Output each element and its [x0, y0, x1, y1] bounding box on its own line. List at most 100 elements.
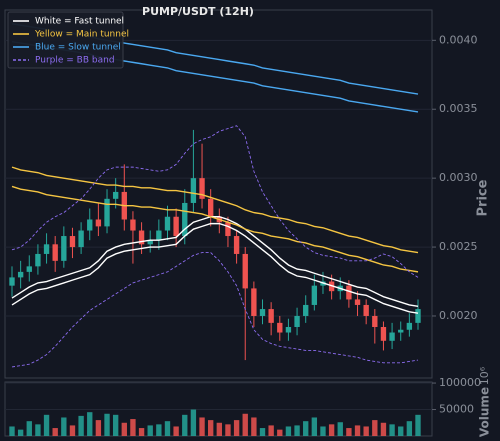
volume-axis-label: Volume	[478, 387, 492, 437]
candle-body	[156, 230, 162, 241]
volume-bar	[173, 426, 179, 436]
y-tick-label: 0.0035	[439, 102, 478, 115]
volume-bar	[138, 428, 145, 436]
volume-bar	[43, 414, 50, 436]
volume-bar	[112, 414, 119, 436]
volume-bar	[87, 412, 93, 436]
volume-bar	[216, 422, 222, 436]
candle-body	[372, 315, 378, 328]
candle-body	[277, 322, 283, 333]
candle-body	[182, 202, 188, 237]
volume-bar	[121, 422, 127, 436]
y-tick-label: 100000	[439, 376, 481, 389]
marks	[9, 23, 421, 436]
candle-body	[9, 277, 15, 286]
volume-bar	[363, 426, 369, 436]
overlay-line	[11, 252, 419, 368]
y-tick-label: 0.0020	[439, 309, 478, 322]
volume-bar	[251, 417, 257, 436]
volume-bar	[199, 417, 205, 436]
overlay-line	[11, 166, 419, 254]
volume-bar	[242, 413, 248, 436]
volume-bar	[415, 414, 421, 436]
volume-bar	[337, 422, 343, 436]
candle-body	[17, 271, 24, 278]
candle-body	[87, 219, 93, 231]
volume-bar	[52, 428, 58, 436]
candle-body	[78, 230, 84, 248]
overlay-line	[11, 125, 419, 278]
candle-body	[199, 178, 205, 199]
volume-bar	[69, 425, 76, 436]
candle-body	[225, 222, 231, 237]
price-frame	[4, 9, 433, 379]
legend-label: Purple = BB band	[35, 56, 115, 66]
candle-body	[363, 304, 369, 316]
volume-bar	[294, 425, 300, 436]
volume-bar	[380, 422, 387, 436]
candle-body	[233, 236, 240, 254]
y-tick-label: 0.0030	[439, 171, 478, 184]
candle-body	[35, 253, 41, 267]
volume-bar	[208, 420, 214, 436]
volume-offset-label: 10⁶	[478, 366, 491, 385]
candle-body	[268, 309, 274, 323]
axes: 0.0040 0.0035 0.0030 0.0025 0.0020 100000 5000…	[432, 33, 481, 416]
candle-body	[398, 329, 404, 333]
volume-bar	[277, 429, 283, 436]
volume-bar	[303, 421, 309, 436]
candle-body	[346, 285, 352, 300]
volume-bar	[389, 424, 395, 436]
candle-body	[112, 191, 119, 199]
legend-label: Yellow = Main tunnel	[34, 30, 129, 40]
candle-body	[190, 178, 197, 203]
volume-bar	[95, 420, 102, 436]
candle-body	[259, 309, 266, 316]
volume-bar	[156, 424, 162, 436]
candle-body	[294, 315, 300, 328]
candle-body	[147, 240, 153, 245]
candle-body	[69, 236, 76, 248]
candle-body	[52, 244, 58, 261]
candle-body	[95, 219, 102, 227]
volume-bar	[17, 429, 24, 436]
volume-bar	[354, 425, 361, 436]
volume-bar	[61, 417, 67, 436]
volume-bar	[130, 419, 136, 436]
candle-body	[61, 236, 67, 261]
candle-body	[311, 285, 318, 305]
grid	[5, 39, 432, 411]
volume-bar	[164, 421, 171, 436]
candle-body	[26, 266, 32, 272]
volume-bar	[233, 420, 240, 436]
y-tick-label: 0.0025	[439, 240, 478, 253]
y-tick-label: 50000	[439, 403, 474, 416]
candle-body	[285, 327, 292, 333]
candle-body	[173, 216, 179, 237]
y-tick-label: 0.0040	[439, 33, 478, 46]
volume-bar	[9, 426, 15, 436]
candle-body	[242, 253, 248, 289]
volume-bar	[398, 426, 404, 436]
volume-bar	[311, 417, 318, 436]
candle-body	[380, 327, 387, 341]
chart-title: PUMP/USDT (12H)	[142, 5, 254, 18]
volume-bar	[285, 426, 292, 436]
volume-bar	[406, 421, 413, 436]
volume-bar	[259, 428, 266, 436]
volume-bar	[26, 421, 32, 436]
candle-body	[208, 198, 214, 217]
candle-body	[138, 230, 145, 245]
volume-bar	[328, 424, 335, 436]
volume-bar	[268, 425, 274, 436]
volume-bar	[225, 424, 231, 436]
legend-label: Blue = Slow tunnel	[35, 43, 121, 53]
candle-body	[415, 309, 421, 323]
legend-label: White = Fast tunnel	[35, 17, 124, 27]
legend-box	[7, 11, 124, 69]
volume-bar	[190, 409, 197, 436]
candle-body	[130, 219, 136, 231]
volume-bar	[104, 413, 110, 436]
